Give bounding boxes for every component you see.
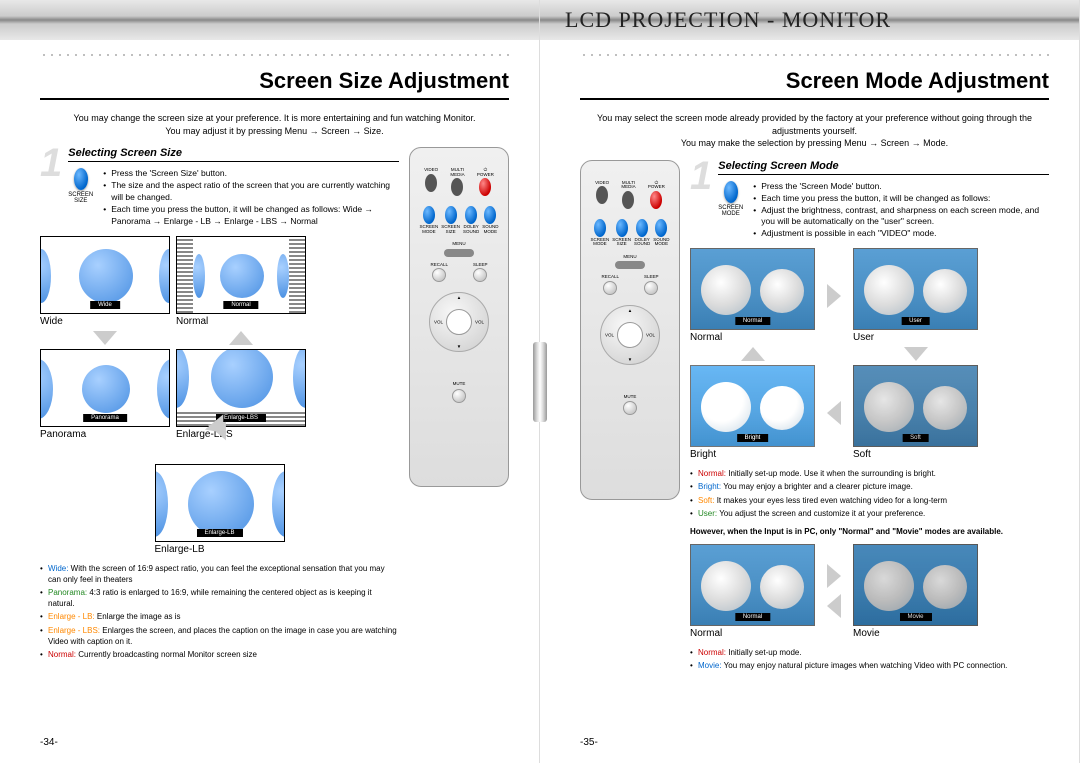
page-number-right: -35- xyxy=(580,737,598,748)
screen-enlarge-lb: Enlarge-LB xyxy=(155,464,285,542)
step-title: Selecting Screen Mode xyxy=(718,160,1049,175)
book-spine xyxy=(533,342,547,422)
description-list-2: Normal: Initially set-up mode. Movie: You… xyxy=(690,647,1049,671)
list-item: Adjust the brightness, contrast, and sha… xyxy=(753,205,1049,229)
list-item: Movie: You may enjoy natural picture ima… xyxy=(690,660,1049,671)
screen-normal: Normal xyxy=(176,236,306,314)
remote-dpad: ▲ ▼ VOL VOL xyxy=(600,305,660,365)
left-page: Screen Size Adjustment You may change th… xyxy=(0,0,540,763)
list-item: Wide: With the screen of 16:9 aspect rat… xyxy=(40,563,399,585)
label-soft: Soft xyxy=(853,449,978,460)
screen-mode-button-icon: SCREEN MODE xyxy=(718,181,743,217)
list-item: Press the 'Screen Mode' button. xyxy=(753,181,1049,193)
mode-soft: Soft xyxy=(853,365,978,447)
list-item: Normal: Initially set-up mode. Use it wh… xyxy=(690,468,1049,479)
list-item: Normal: Initially set-up mode. xyxy=(690,647,1049,658)
pc-mode-note: However, when the Input is in PC, only "… xyxy=(690,527,1049,536)
right-page: LCD PROJECTION - MONITOR Screen Mode Adj… xyxy=(540,0,1080,763)
section-title-left: Screen Size Adjustment xyxy=(40,68,509,100)
list-item: Adjustment is possible in each "VIDEO" m… xyxy=(753,228,1049,240)
list-item: The size and the aspect ratio of the scr… xyxy=(103,180,399,204)
label-normal: Normal xyxy=(690,332,815,343)
label-enlarge-lb: Enlarge-LB xyxy=(155,544,285,555)
section-title-right: Screen Mode Adjustment xyxy=(580,68,1049,100)
arrow-down-icon xyxy=(904,347,928,361)
label-enlarge-lbs: Enlarge-LBS xyxy=(176,429,306,440)
label-user: User xyxy=(853,332,978,343)
mode-normal: Normal xyxy=(690,248,815,330)
header-bar-left xyxy=(0,0,539,40)
arrow-right-icon xyxy=(827,564,841,588)
label-normal-2: Normal xyxy=(690,628,815,639)
label-panorama: Panorama xyxy=(40,429,170,440)
remote-control-right: VIDEO MULTI MEDIA ⏻ POWER SCREEN MODE SC… xyxy=(580,160,680,500)
arrow-up-icon xyxy=(229,331,253,345)
list-item: Bright: You may enjoy a brighter and a c… xyxy=(690,481,1049,492)
list-item: Normal: Currently broadcasting normal Mo… xyxy=(40,649,399,660)
list-item: User: You adjust the screen and customiz… xyxy=(690,508,1049,519)
mode-movie: Movie xyxy=(853,544,978,626)
arrow-left-icon xyxy=(827,401,841,425)
screen-size-button-icon: SCREEN SIZE xyxy=(68,168,93,204)
screen-panorama: Panorama xyxy=(40,349,170,427)
dot-row xyxy=(40,50,509,60)
step-number: 1 xyxy=(690,160,712,192)
instruction-list: Press the 'Screen Mode' button.Each time… xyxy=(753,181,1049,240)
list-item: Panorama: 4:3 ratio is enlarged to 16:9,… xyxy=(40,587,399,609)
header-bar-right: LCD PROJECTION - MONITOR xyxy=(540,0,1079,40)
description-list-1: Normal: Initially set-up mode. Use it wh… xyxy=(690,468,1049,519)
arrow-right-icon xyxy=(827,284,841,308)
label-normal: Normal xyxy=(176,316,306,327)
arrow-down-icon xyxy=(93,331,117,345)
instruction-list: Press the 'Screen Size' button.The size … xyxy=(103,168,399,227)
page-number-left: -34- xyxy=(40,737,58,748)
arrow-left-icon xyxy=(827,594,841,618)
screen-enlarge-lbs: Enlarge-LBS xyxy=(176,349,306,427)
mode-bright: Bright xyxy=(690,365,815,447)
label-movie: Movie xyxy=(853,628,978,639)
list-item: Press the 'Screen Size' button. xyxy=(103,168,399,180)
intro-left: You may change the screen size at your p… xyxy=(40,112,509,137)
step-title: Selecting Screen Size xyxy=(68,147,399,162)
description-list-left: Wide: With the screen of 16:9 aspect rat… xyxy=(40,563,399,661)
mode-normal-pc: Normal xyxy=(690,544,815,626)
remote-dpad: ▲ ▼ VOL VOL xyxy=(429,292,489,352)
step-number: 1 xyxy=(40,147,62,179)
list-item: Each time you press the button, it will … xyxy=(753,193,1049,205)
mode-user: User xyxy=(853,248,978,330)
list-item: Soft: It makes your eyes less tired even… xyxy=(690,495,1049,506)
label-bright: Bright xyxy=(690,449,815,460)
screen-wide: Wide xyxy=(40,236,170,314)
list-item: Enlarge - LB: Enlarge the image as is xyxy=(40,611,399,622)
arrow-up-icon xyxy=(741,347,765,361)
intro-right: You may select the screen mode already p… xyxy=(580,112,1049,150)
list-item: Enlarge - LBS: Enlarges the screen, and … xyxy=(40,625,399,647)
remote-control-left: VIDEO MULTI MEDIA ⏻ POWER SCREEN MODE SC… xyxy=(409,147,509,487)
list-item: Each time you press the button, it will … xyxy=(103,204,399,228)
label-wide: Wide xyxy=(40,316,170,327)
dot-row xyxy=(580,50,1049,60)
